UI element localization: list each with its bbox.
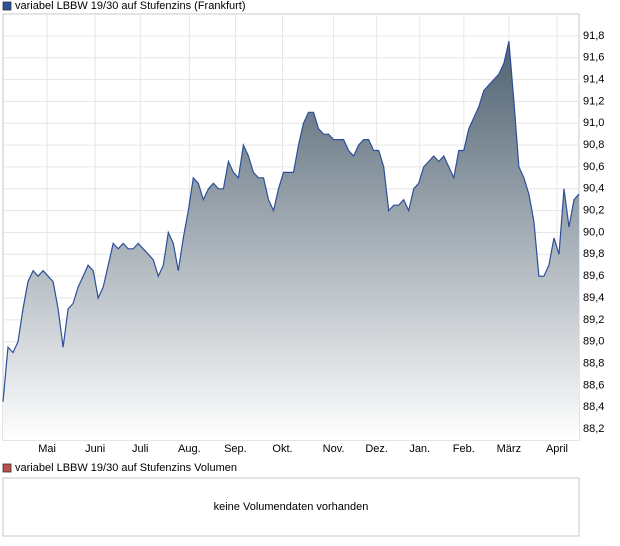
y-tick-label: 88,6	[583, 379, 604, 391]
legend-label: variabel LBBW 19/30 auf Stufenzins Volum…	[15, 462, 237, 474]
y-tick-label: 89,2	[583, 314, 604, 326]
y-tick-label: 91,6	[583, 52, 604, 64]
x-tick-label: Nov.	[323, 443, 345, 455]
x-tick-label: Dez.	[365, 443, 388, 455]
volume-panel	[2, 477, 580, 537]
y-tick-label: 89,6	[583, 270, 604, 282]
x-tick-label: April	[546, 443, 568, 455]
x-tick-label: Aug.	[178, 443, 201, 455]
price-line	[2, 41, 580, 402]
legend-label: variabel LBBW 19/30 auf Stufenzins (Fran…	[15, 0, 246, 12]
y-tick-label: 91,8	[583, 30, 604, 42]
x-tick-label: Jan.	[409, 443, 430, 455]
y-tick-label: 91,4	[583, 73, 604, 85]
y-tick-label: 91,0	[583, 117, 604, 129]
x-tick-label: Sep.	[224, 443, 247, 455]
x-tick-label: Juni	[85, 443, 105, 455]
x-tick-label: Juli	[132, 443, 149, 455]
y-tick-label: 90,4	[583, 183, 604, 195]
y-tick-label: 88,2	[583, 423, 604, 435]
y-tick-label: 89,4	[583, 292, 604, 304]
y-tick-label: 89,8	[583, 248, 604, 260]
legend-swatch	[2, 1, 12, 11]
y-tick-label: 90,2	[583, 205, 604, 217]
y-tick-label: 90,6	[583, 161, 604, 173]
x-tick-label: März	[497, 443, 521, 455]
x-tick-label: Okt.	[272, 443, 292, 455]
y-tick-label: 90,8	[583, 139, 604, 151]
x-tick-label: Feb.	[453, 443, 475, 455]
volume-note: keine Volumendaten vorhanden	[214, 501, 369, 513]
y-tick-label: 89,0	[583, 336, 604, 348]
y-tick-label: 88,4	[583, 401, 604, 413]
x-tick-label: Mai	[38, 443, 56, 455]
legend-swatch	[2, 463, 12, 473]
y-tick-label: 90,0	[583, 226, 604, 238]
area-fill	[3, 41, 579, 441]
y-tick-label: 91,2	[583, 95, 604, 107]
y-tick-label: 88,8	[583, 357, 604, 369]
